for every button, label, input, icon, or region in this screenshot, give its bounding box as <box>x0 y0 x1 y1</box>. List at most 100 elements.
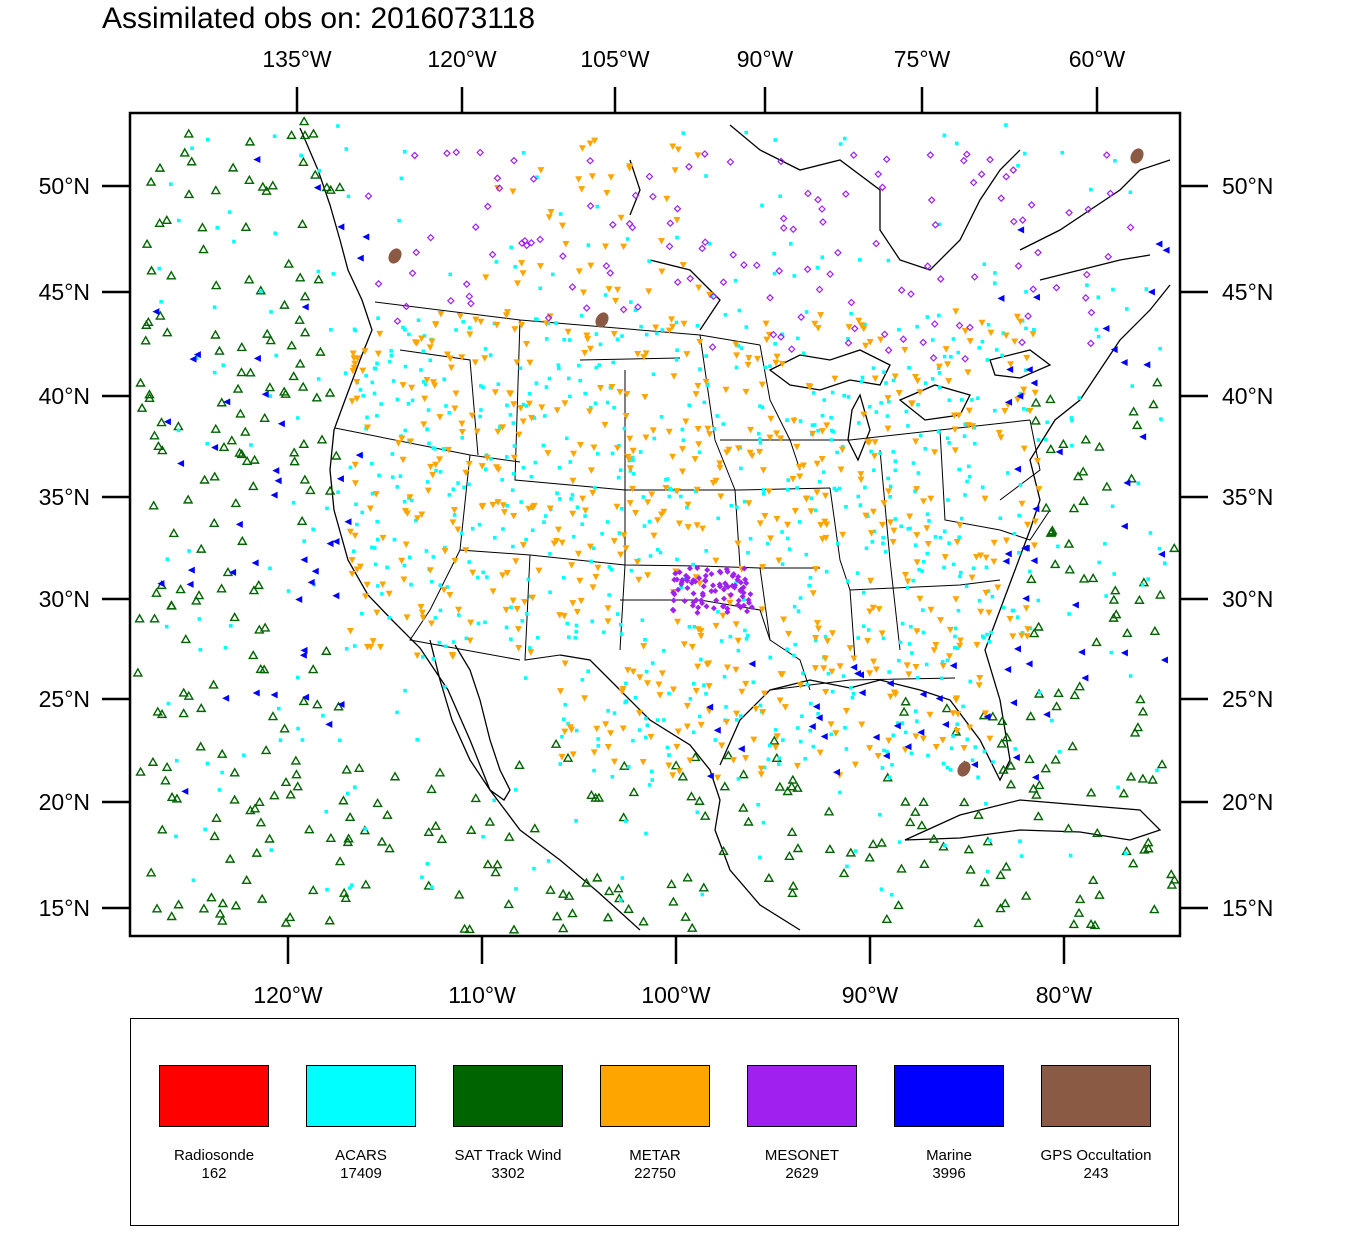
acars-point <box>316 377 321 381</box>
sat-track-wind-point <box>482 859 494 869</box>
metar-point <box>467 619 475 627</box>
acars-point <box>746 633 750 638</box>
mesonet-point <box>527 238 536 247</box>
acars-point <box>1123 851 1128 856</box>
metar-point <box>773 515 781 523</box>
acars-point <box>191 878 196 883</box>
marine-point <box>1025 660 1033 668</box>
metar-point <box>642 350 650 357</box>
mesonet-point <box>465 292 474 301</box>
acars-point <box>951 734 955 738</box>
mesonet-point <box>719 278 728 287</box>
metar-point <box>818 455 826 463</box>
sat-track-wind-point <box>297 218 308 229</box>
sat-track-wind-point <box>227 162 239 172</box>
sat-track-wind-point <box>298 696 310 706</box>
metar-point <box>874 753 882 760</box>
acars-point <box>970 398 974 402</box>
metar-point <box>978 319 986 327</box>
metar-point <box>813 489 821 496</box>
metar-point <box>493 322 501 329</box>
mesonet-point <box>364 192 373 200</box>
metar-point <box>466 637 474 644</box>
mesonet-point <box>997 194 1006 203</box>
sat-track-wind-point <box>198 244 209 254</box>
metar-point <box>635 710 643 717</box>
marine-point <box>337 223 345 231</box>
acars-point <box>878 451 883 456</box>
acars-point <box>269 310 273 314</box>
acars-point <box>438 470 443 474</box>
acars-point <box>888 495 892 499</box>
acars-point <box>617 531 622 535</box>
acars-point <box>927 519 931 523</box>
metar-point <box>642 434 650 442</box>
sat-track-wind-point <box>249 454 260 464</box>
acars-point <box>674 358 679 362</box>
mesonet-point <box>841 190 850 198</box>
acars-point <box>915 675 920 680</box>
sat-track-wind-point <box>1005 779 1017 789</box>
sat-track-wind-point <box>1040 763 1051 773</box>
sat-track-wind-point <box>244 136 256 146</box>
acars-point <box>891 378 896 383</box>
acars-point <box>906 424 910 428</box>
acars-point <box>956 608 961 613</box>
sat-track-wind-point <box>1137 773 1149 783</box>
metar-point <box>454 526 462 533</box>
metar-point <box>906 513 914 521</box>
acars-point <box>459 531 464 536</box>
acars-point <box>633 308 638 313</box>
acars-point <box>421 380 426 384</box>
left-tick-label: 35°N <box>39 484 90 510</box>
sat-track-wind-point <box>182 494 194 504</box>
sat-track-wind-point <box>1030 397 1042 407</box>
sat-track-wind-point <box>157 824 168 834</box>
acars-point <box>336 490 340 494</box>
sat-track-wind-point <box>1080 434 1092 444</box>
acars-point <box>695 810 700 815</box>
metar-point <box>379 581 387 588</box>
metar-point <box>878 630 886 637</box>
marine-point <box>919 690 927 698</box>
sat-track-wind-point <box>132 667 144 677</box>
acars-point <box>526 577 531 582</box>
legend-item: SAT Track Wind 3302 <box>453 1019 593 1219</box>
acars-point <box>441 447 446 451</box>
acars-point <box>698 367 702 371</box>
metar-point <box>528 414 536 422</box>
marine-point <box>1030 557 1038 565</box>
sat-track-wind-point <box>1134 594 1145 604</box>
sat-track-wind-point <box>1132 722 1144 732</box>
acars-point <box>1018 483 1023 487</box>
mesonet-point <box>685 162 693 171</box>
metar-point <box>411 339 419 346</box>
metar-point <box>431 382 439 389</box>
metar-point <box>502 606 510 614</box>
gps-occultation-point <box>388 248 402 264</box>
sat-track-wind-point <box>1050 754 1061 764</box>
acars-point <box>921 608 925 612</box>
marine-point <box>1005 398 1013 406</box>
marine-point <box>1006 365 1014 373</box>
top-tick-label: 135°W <box>262 46 332 72</box>
acars-point <box>1019 854 1024 858</box>
acars-point <box>896 721 900 725</box>
acars-point <box>871 366 876 370</box>
acars-point <box>573 636 578 640</box>
sat-track-wind-point <box>312 699 323 709</box>
metar-point <box>1024 626 1032 633</box>
metar-point <box>916 389 924 396</box>
metar-point <box>795 463 803 471</box>
mesonet-point <box>544 314 553 322</box>
acars-point <box>215 225 220 230</box>
sat-track-wind-point <box>1128 406 1139 416</box>
sat-track-wind-point <box>998 764 1009 774</box>
mesonet-point <box>882 155 891 164</box>
sat-track-wind-point <box>195 741 206 751</box>
acars-point <box>291 500 296 505</box>
mesonet-point <box>724 583 731 590</box>
acars-point <box>370 491 375 496</box>
mesonet-point <box>602 262 611 270</box>
sat-track-wind-point <box>823 806 835 816</box>
